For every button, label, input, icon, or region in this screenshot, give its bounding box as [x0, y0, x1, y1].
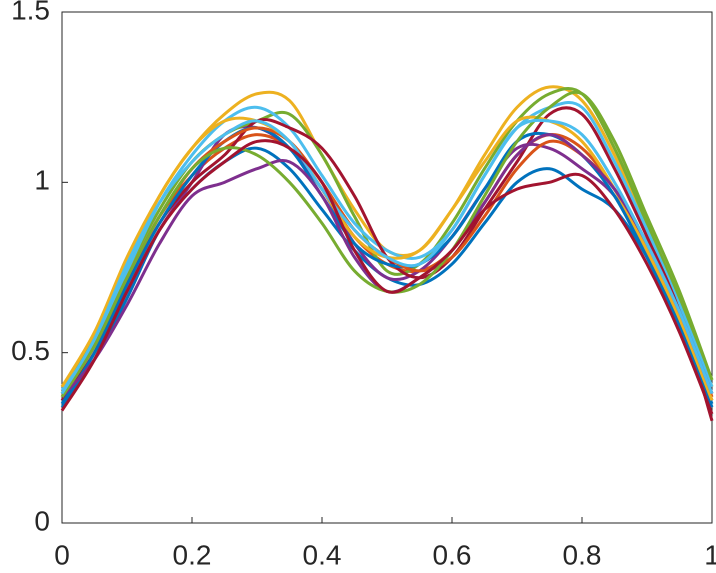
data-line — [60, 118, 714, 395]
x-tick-label: 0.6 — [433, 539, 472, 570]
data-line — [60, 126, 714, 405]
data-line — [60, 87, 714, 395]
y-tick-label: 0.5 — [11, 335, 50, 366]
x-tick-label: 1 — [704, 539, 716, 570]
data-line — [60, 139, 714, 415]
x-tick-label: 0.8 — [563, 539, 602, 570]
y-tick-label: 1.5 — [11, 0, 50, 25]
y-tick-label: 1 — [34, 165, 50, 196]
y-tick-label: 0 — [34, 505, 50, 536]
axes-box — [61, 11, 713, 524]
x-tick-label: 0 — [54, 539, 70, 570]
x-tick-label: 0.2 — [173, 539, 212, 570]
x-tick-label: 0.4 — [303, 539, 342, 570]
